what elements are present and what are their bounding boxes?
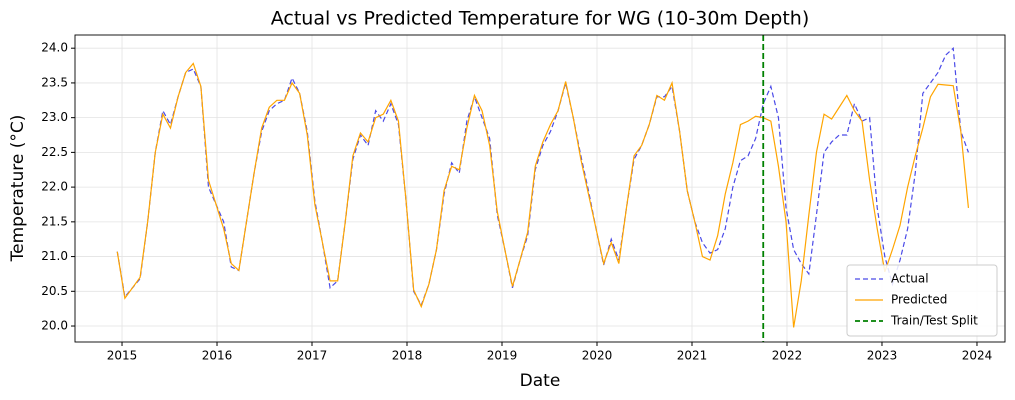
y-tick-label: 20.5 — [41, 284, 68, 298]
plot-frame — [74, 34, 1006, 343]
x-tick-label: 2017 — [297, 349, 328, 363]
y-tick-label: 24.0 — [41, 41, 68, 55]
y-tick-label: 23.5 — [41, 75, 68, 89]
series-line — [116, 46, 969, 307]
y-axis-label: Temperature (°C) — [8, 115, 28, 263]
x-tick-label: 2022 — [772, 349, 803, 363]
x-tick-label: 2020 — [582, 349, 613, 363]
legend: Actual Predicted Train/Test Split — [846, 264, 998, 337]
y-tick-label: 23.0 — [41, 110, 68, 124]
x-tick-label: 2024 — [962, 349, 993, 363]
x-tick-label: 2018 — [392, 349, 423, 363]
x-tick-label: 2023 — [867, 349, 898, 363]
x-axis-label: Date — [520, 371, 561, 391]
y-tick-label: 21.0 — [41, 249, 68, 263]
x-tick-label: 2015 — [107, 349, 138, 363]
y-tick-label: 21.5 — [41, 214, 68, 228]
legend-label: Actual — [891, 272, 929, 286]
y-tick-label: 22.0 — [41, 180, 68, 194]
y-tick-label: 20.0 — [41, 319, 68, 333]
x-tick-label: 2019 — [487, 349, 518, 363]
series-line — [116, 62, 970, 328]
legend-box — [846, 264, 998, 337]
y-tick-label: 22.5 — [41, 145, 68, 159]
x-tick-label: 2016 — [202, 349, 233, 363]
x-tick-label: 2021 — [677, 349, 708, 363]
legend-label: Train/Test Split — [890, 314, 978, 328]
chart-title: Actual vs Predicted Temperature for WG (… — [271, 8, 810, 30]
legend-label: Predicted — [891, 293, 947, 307]
